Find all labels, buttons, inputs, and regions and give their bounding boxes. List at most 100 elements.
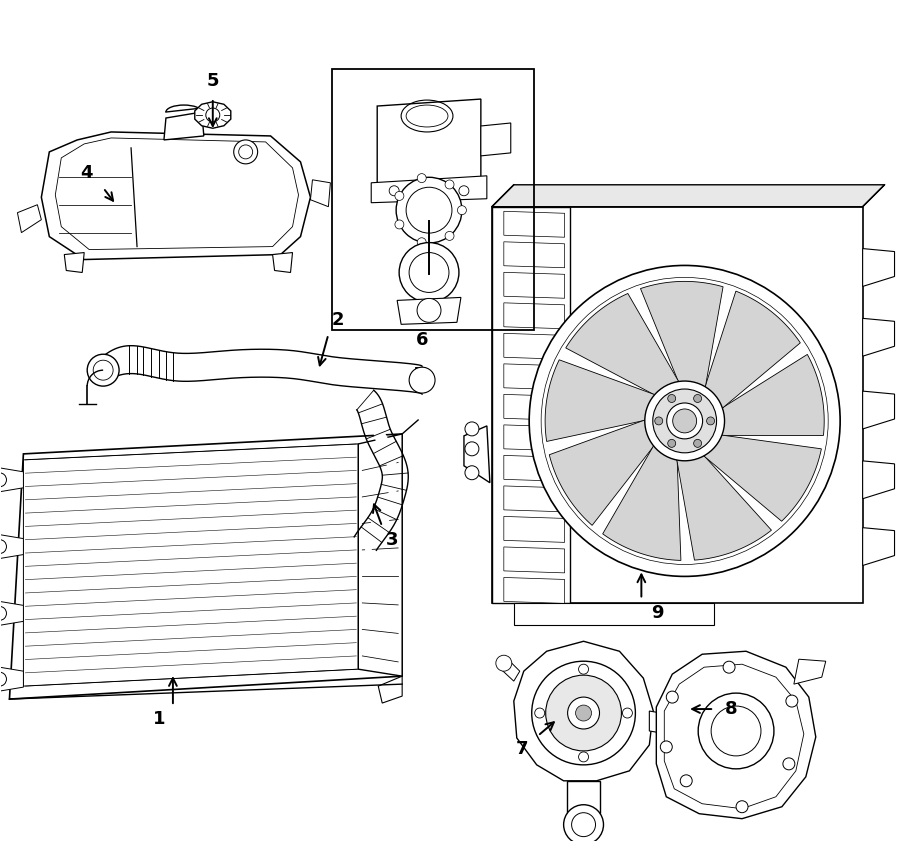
- Polygon shape: [862, 461, 895, 498]
- Circle shape: [418, 173, 427, 183]
- Circle shape: [399, 242, 459, 302]
- Polygon shape: [641, 281, 723, 396]
- Circle shape: [417, 298, 441, 322]
- Polygon shape: [0, 468, 23, 492]
- Polygon shape: [794, 659, 826, 685]
- Polygon shape: [504, 456, 564, 482]
- Polygon shape: [504, 547, 564, 573]
- Circle shape: [465, 466, 479, 480]
- Circle shape: [545, 675, 621, 751]
- Circle shape: [389, 186, 399, 195]
- Polygon shape: [194, 102, 230, 128]
- Circle shape: [563, 805, 604, 842]
- Polygon shape: [504, 303, 564, 328]
- Polygon shape: [656, 651, 815, 818]
- Polygon shape: [397, 297, 461, 324]
- Polygon shape: [164, 112, 203, 140]
- Polygon shape: [0, 667, 23, 691]
- Circle shape: [446, 180, 454, 189]
- Polygon shape: [504, 516, 564, 542]
- Circle shape: [529, 265, 840, 577]
- Polygon shape: [649, 711, 673, 735]
- Polygon shape: [566, 294, 683, 399]
- Polygon shape: [481, 123, 511, 156]
- Polygon shape: [64, 253, 85, 273]
- Circle shape: [457, 205, 466, 215]
- Polygon shape: [504, 333, 564, 360]
- Polygon shape: [492, 184, 885, 206]
- Circle shape: [623, 708, 633, 718]
- Circle shape: [465, 442, 479, 456]
- Polygon shape: [549, 417, 659, 525]
- Circle shape: [786, 695, 797, 707]
- Circle shape: [666, 691, 679, 703]
- Polygon shape: [504, 394, 564, 420]
- Polygon shape: [504, 486, 564, 512]
- Polygon shape: [273, 253, 292, 273]
- Polygon shape: [310, 180, 330, 206]
- Polygon shape: [504, 272, 564, 298]
- Circle shape: [0, 540, 6, 553]
- Polygon shape: [377, 99, 481, 189]
- Circle shape: [668, 440, 676, 447]
- Polygon shape: [464, 426, 490, 482]
- Circle shape: [395, 220, 404, 229]
- Circle shape: [0, 473, 6, 487]
- Circle shape: [0, 672, 6, 686]
- Polygon shape: [492, 206, 862, 604]
- Circle shape: [572, 813, 596, 837]
- Text: 6: 6: [416, 331, 428, 349]
- Circle shape: [579, 752, 589, 762]
- Polygon shape: [862, 391, 895, 429]
- Circle shape: [694, 440, 702, 447]
- Circle shape: [206, 108, 220, 122]
- Polygon shape: [41, 132, 310, 259]
- Text: 8: 8: [724, 700, 737, 718]
- Circle shape: [644, 381, 724, 461]
- Polygon shape: [0, 601, 23, 626]
- Polygon shape: [504, 242, 564, 268]
- Circle shape: [668, 395, 676, 402]
- Circle shape: [706, 417, 715, 425]
- Polygon shape: [703, 291, 800, 413]
- Text: 3: 3: [386, 530, 399, 549]
- Polygon shape: [862, 248, 895, 286]
- Text: 1: 1: [153, 710, 166, 728]
- Polygon shape: [492, 206, 570, 604]
- Text: 9: 9: [651, 605, 663, 622]
- Circle shape: [234, 140, 257, 164]
- Text: 2: 2: [332, 312, 345, 329]
- Circle shape: [576, 705, 591, 721]
- Circle shape: [535, 708, 544, 718]
- Circle shape: [694, 395, 702, 402]
- Circle shape: [655, 417, 662, 425]
- Polygon shape: [713, 354, 824, 435]
- Polygon shape: [504, 364, 564, 390]
- Polygon shape: [675, 450, 771, 560]
- Polygon shape: [514, 604, 715, 626]
- Polygon shape: [545, 360, 663, 441]
- Polygon shape: [603, 439, 681, 561]
- Polygon shape: [862, 528, 895, 566]
- Circle shape: [652, 389, 716, 453]
- Circle shape: [532, 661, 635, 765]
- Text: 4: 4: [80, 164, 93, 182]
- Circle shape: [783, 758, 795, 770]
- Polygon shape: [378, 676, 402, 703]
- Circle shape: [446, 232, 454, 240]
- Polygon shape: [514, 642, 653, 781]
- Circle shape: [396, 178, 462, 243]
- Circle shape: [459, 186, 469, 195]
- Text: 5: 5: [206, 72, 219, 90]
- Circle shape: [736, 801, 748, 813]
- Polygon shape: [415, 367, 425, 392]
- Polygon shape: [0, 535, 23, 558]
- Polygon shape: [698, 434, 822, 521]
- Circle shape: [496, 655, 512, 671]
- Circle shape: [395, 191, 404, 200]
- Circle shape: [661, 741, 672, 753]
- Polygon shape: [504, 578, 564, 604]
- Circle shape: [0, 606, 6, 621]
- Polygon shape: [17, 205, 41, 232]
- Circle shape: [680, 775, 692, 786]
